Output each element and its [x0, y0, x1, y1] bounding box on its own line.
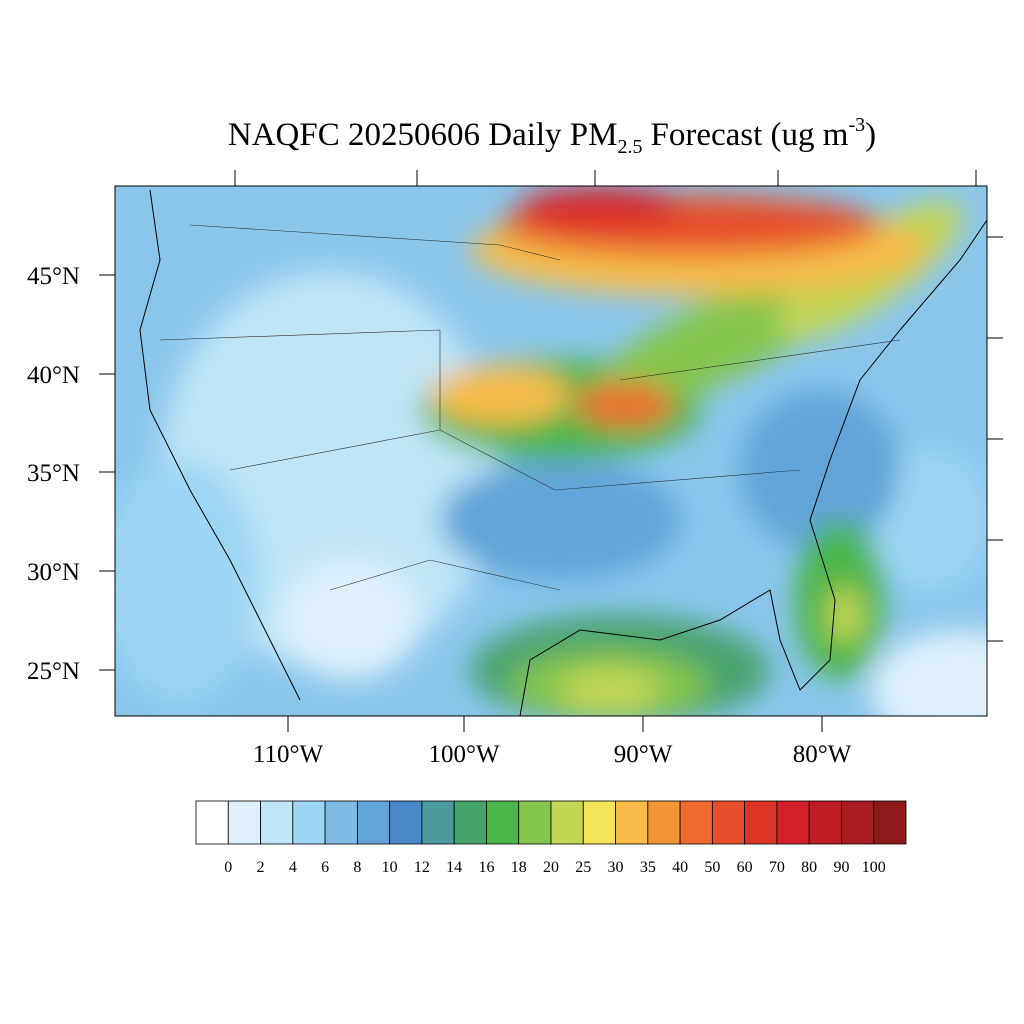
colorbar-label: 20 — [543, 859, 559, 876]
colorbar-box — [582, 800, 616, 845]
lon-label: 100°W — [428, 741, 499, 768]
colorbar-label: 80 — [801, 859, 817, 876]
lon-label: 80°W — [793, 741, 852, 768]
colorbar-label: 50 — [704, 859, 720, 876]
colorbar-box — [873, 800, 907, 845]
axis-labels: 45°N 40°N 35°N 30°N 25°N 110°W 100°W 90°W 80°W — [27, 263, 852, 768]
frame-ticks — [99, 170, 1003, 732]
colorbar-label: 12 — [414, 859, 430, 876]
lat-label: 45°N — [27, 263, 80, 290]
colorbar-box — [647, 800, 681, 845]
lat-label: 25°N — [27, 658, 80, 685]
map-title: NAQFC 20250606 Daily PM2.5 Forecast (ug m… — [228, 114, 876, 158]
colorbar-label: 6 — [321, 859, 329, 876]
colorbar-box — [615, 800, 649, 845]
colorbar-box — [195, 800, 229, 845]
pm25-field — [115, 186, 987, 716]
colorbar: 0 2 4 6 8 10 12 14 16 18 20 25 30 35 40 50 60 70 80 90 100 — [195, 800, 907, 876]
colorbar-box — [421, 800, 455, 845]
colorbar-box — [776, 800, 810, 845]
title-rest: Forecast (ug m — [651, 117, 849, 153]
colorbar-box — [744, 800, 778, 845]
title-subscript: 2.5 — [618, 136, 643, 158]
colorbar-label: 10 — [382, 859, 398, 876]
colorbar-label: 18 — [511, 859, 527, 876]
colorbar-box — [808, 800, 842, 845]
lon-label: 110°W — [253, 741, 324, 768]
colorbar-label: 70 — [769, 859, 785, 876]
title-superscript: -3 — [848, 114, 865, 136]
colorbar-label: 4 — [289, 859, 297, 876]
colorbar-box — [486, 800, 520, 845]
colorbar-label: 40 — [672, 859, 688, 876]
colorbar-label: 30 — [608, 859, 624, 876]
title-main: NAQFC 20250606 Daily PM — [228, 117, 618, 153]
colorbar-label: 60 — [737, 859, 753, 876]
colorbar-box — [518, 800, 552, 845]
colorbar-box — [550, 800, 584, 845]
colorbar-box — [679, 800, 713, 845]
map-frame — [114, 185, 988, 717]
lat-label: 40°N — [27, 362, 80, 389]
lon-label: 90°W — [614, 741, 673, 768]
title-end: ) — [865, 117, 876, 153]
colorbar-label: 8 — [353, 859, 361, 876]
colorbar-label: 2 — [257, 859, 265, 876]
colorbar-box — [841, 800, 875, 845]
colorbar-box — [260, 800, 294, 845]
colorbar-box — [324, 800, 358, 845]
lat-label: 35°N — [27, 460, 80, 487]
colorbar-box — [292, 800, 326, 845]
colorbar-box — [453, 800, 487, 845]
colorbar-label: 16 — [478, 859, 494, 876]
colorbar-label: 14 — [446, 859, 462, 876]
colorbar-box — [711, 800, 746, 845]
colorbar-box — [356, 800, 391, 845]
colorbar-label: 35 — [640, 859, 656, 876]
lat-label: 30°N — [27, 559, 80, 586]
colorbar-label: 100 — [862, 859, 886, 876]
colorbar-label: 25 — [575, 859, 591, 876]
colorbar-box — [389, 800, 423, 845]
colorbar-box — [227, 800, 261, 845]
colorbar-label: 90 — [833, 859, 849, 876]
colorbar-label: 0 — [224, 859, 232, 876]
